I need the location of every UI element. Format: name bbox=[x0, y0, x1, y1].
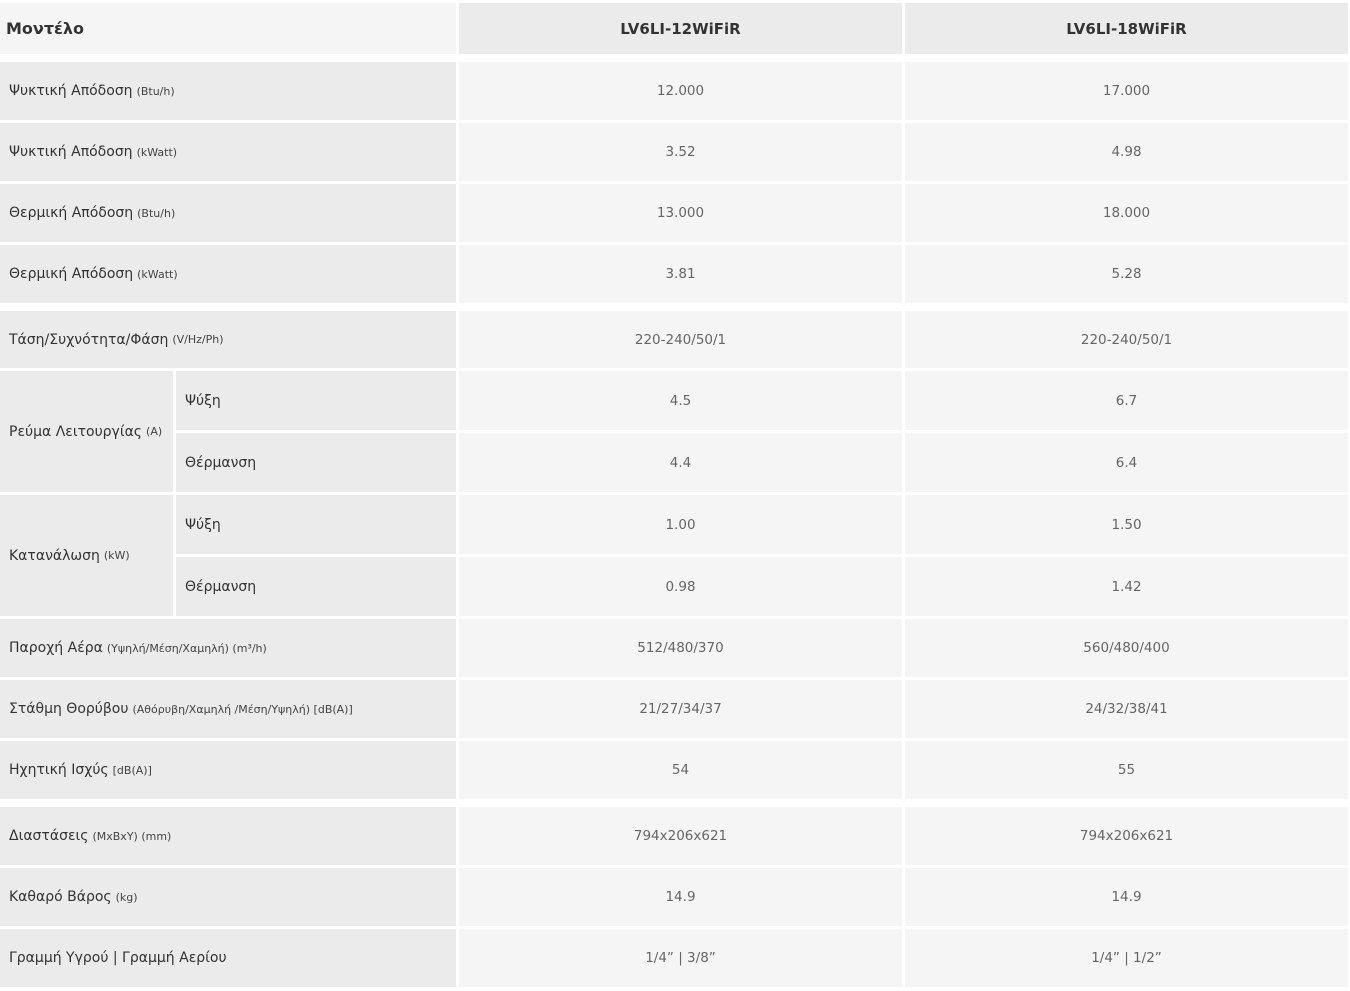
row-label: Γραμμή Υγρού | Γραμμή Αερίου bbox=[0, 929, 456, 987]
sub-row-label: Θέρμανση bbox=[176, 433, 456, 492]
group-label-text: Κατανάλωση bbox=[9, 547, 100, 564]
row-value: 3.52 bbox=[459, 123, 902, 181]
row-label-text: Θερμική Απόδοση bbox=[9, 266, 134, 282]
sub-row: Θέρμανση 0.98 1.42 bbox=[176, 557, 1348, 616]
table-row: Θερμική Απόδοση (kWatt) 3.81 5.28 bbox=[0, 245, 1348, 303]
row-value: 512/480/370 bbox=[459, 619, 902, 677]
row-unit: (Btu/h) bbox=[136, 84, 175, 98]
sub-rows: Ψύξη 1.00 1.50 Θέρμανση 0.98 1.42 bbox=[176, 495, 1348, 616]
row-label: Στάθμη Θορύβου (Αθόρυβη/Χαμηλή /Μέση/Υψηλ… bbox=[0, 680, 456, 738]
row-label: Θερμική Απόδοση (kWatt) bbox=[0, 245, 456, 303]
row-value: 794x206x621 bbox=[459, 807, 902, 865]
table-row: Ψυκτική Απόδοση (Btu/h) 12.000 17.000 bbox=[0, 62, 1348, 120]
row-unit: (ΜxΒxΥ) (mm) bbox=[92, 829, 172, 843]
row-value: 12.000 bbox=[459, 62, 902, 120]
row-label: Ψυκτική Απόδοση (Btu/h) bbox=[0, 62, 456, 120]
row-value: 3.81 bbox=[459, 245, 902, 303]
row-unit: (kWatt) bbox=[137, 267, 178, 281]
row-label-text: Θερμική Απόδοση bbox=[9, 205, 134, 221]
model-header: LV6LI-18WiFiR bbox=[905, 3, 1348, 54]
sub-rows: Ψύξη 4.5 6.7 Θέρμανση 4.4 6.4 bbox=[176, 371, 1348, 492]
row-label: Θερμική Απόδοση (Btu/h) bbox=[0, 184, 456, 242]
row-value: 54 bbox=[459, 741, 902, 799]
group-label: Κατανάλωση (kW) bbox=[0, 495, 173, 616]
table-row: Καθαρό Βάρος (kg) 14.9 14.9 bbox=[0, 868, 1348, 926]
row-value: 1.00 bbox=[459, 495, 902, 554]
row-value: 0.98 bbox=[459, 557, 902, 616]
model-header: LV6LI-12WiFiR bbox=[459, 3, 902, 54]
table-row: Θερμική Απόδοση (Btu/h) 13.000 18.000 bbox=[0, 184, 1348, 242]
sub-row: Ψύξη 4.5 6.7 bbox=[176, 371, 1348, 430]
spec-table: Μοντέλο LV6LI-12WiFiR LV6LI-18WiFiR Ψυκτ… bbox=[0, 3, 1348, 990]
row-value: 6.4 bbox=[905, 433, 1348, 492]
row-label: Καθαρό Βάρος (kg) bbox=[0, 868, 456, 926]
row-unit: (kg) bbox=[115, 890, 138, 904]
row-label-text: Ηχητική Ισχύς bbox=[9, 762, 109, 778]
row-value: 794x206x621 bbox=[905, 807, 1348, 865]
row-value: 24/32/38/41 bbox=[905, 680, 1348, 738]
row-label-text: Διαστάσεις bbox=[9, 828, 89, 844]
sub-row: Θέρμανση 4.4 6.4 bbox=[176, 433, 1348, 492]
row-label-text: Στάθμη Θορύβου bbox=[9, 701, 129, 717]
row-label: Διαστάσεις (ΜxΒxΥ) (mm) bbox=[0, 807, 456, 865]
row-label: Ψυκτική Απόδοση (kWatt) bbox=[0, 123, 456, 181]
row-value: 4.98 bbox=[905, 123, 1348, 181]
row-unit: (Υψηλή/Μέση/Χαμηλή) (m³/h) bbox=[106, 641, 267, 655]
row-value: 13.000 bbox=[459, 184, 902, 242]
group-unit: (kW) bbox=[103, 549, 130, 562]
row-value: 560/480/400 bbox=[905, 619, 1348, 677]
row-value: 1/4” | 3/8” bbox=[459, 929, 902, 987]
row-value: 1.50 bbox=[905, 495, 1348, 554]
sub-row-label: Ψύξη bbox=[176, 371, 456, 430]
group-label: Ρεύμα Λειτουργίας (A) bbox=[0, 371, 173, 492]
table-row: Στάθμη Θορύβου (Αθόρυβη/Χαμηλή /Μέση/Υψηλ… bbox=[0, 680, 1348, 738]
row-value: 4.5 bbox=[459, 371, 902, 430]
table-row: Ηχητική Ισχύς [dB(A)] 54 55 bbox=[0, 741, 1348, 799]
row-value: 55 bbox=[905, 741, 1348, 799]
row-value: 14.9 bbox=[459, 868, 902, 926]
row-value: 1/4” | 1/2” bbox=[905, 929, 1348, 987]
row-value: 18.000 bbox=[905, 184, 1348, 242]
row-value: 14.9 bbox=[905, 868, 1348, 926]
row-label-text: Ψυκτική Απόδοση bbox=[9, 144, 133, 160]
row-value: 220-240/50/1 bbox=[905, 311, 1348, 368]
table-row: Διαστάσεις (ΜxΒxΥ) (mm) 794x206x621 794x206… bbox=[0, 807, 1348, 865]
row-value: 6.7 bbox=[905, 371, 1348, 430]
row-value: 220-240/50/1 bbox=[459, 311, 902, 368]
row-unit: (Btu/h) bbox=[137, 206, 176, 220]
row-value: 1.42 bbox=[905, 557, 1348, 616]
row-unit: (Αθόρυβη/Χαμηλή /Μέση/Υψηλή) [dB(A)] bbox=[132, 702, 353, 716]
row-value: 5.28 bbox=[905, 245, 1348, 303]
row-label-text: Καθαρό Βάρος bbox=[9, 889, 112, 905]
row-label-text: Ψυκτική Απόδοση bbox=[9, 83, 133, 99]
table-row: Παροχή Αέρα (Υψηλή/Μέση/Χαμηλή) (m³/h) 512… bbox=[0, 619, 1348, 677]
row-unit: (V/Hz/Ph) bbox=[172, 333, 224, 346]
row-label: Παροχή Αέρα (Υψηλή/Μέση/Χαμηλή) (m³/h) bbox=[0, 619, 456, 677]
row-unit: [dB(A)] bbox=[112, 763, 152, 777]
row-value: 17.000 bbox=[905, 62, 1348, 120]
table-row: Τάση/Συχνότητα/Φάση (V/Hz/Ph) 220-240/50/1… bbox=[0, 311, 1348, 368]
row-label-text: Παροχή Αέρα bbox=[9, 640, 103, 656]
row-label-text: Γραμμή Υγρού | Γραμμή Αερίου bbox=[9, 950, 227, 966]
table-row: Γραμμή Υγρού | Γραμμή Αερίου 1/4” | 3/8” 1… bbox=[0, 929, 1348, 987]
row-label-text: Τάση/Συχνότητα/Φάση bbox=[9, 331, 169, 348]
group-label-text: Ρεύμα Λειτουργίας bbox=[9, 423, 143, 440]
row-value: 21/27/34/37 bbox=[459, 680, 902, 738]
header-label: Μοντέλο bbox=[0, 3, 456, 54]
sub-row-label: Θέρμανση bbox=[176, 557, 456, 616]
row-group: Ρεύμα Λειτουργίας (A) Ψύξη 4.5 6.7 Θέρμανση 4.… bbox=[0, 371, 1348, 492]
row-group: Κατανάλωση (kW) Ψύξη 1.00 1.50 Θέρμανση 0.98 1.… bbox=[0, 495, 1348, 616]
row-unit: (kWatt) bbox=[136, 145, 178, 159]
group-unit: (A) bbox=[146, 425, 163, 438]
sub-row-label: Ψύξη bbox=[176, 495, 456, 554]
row-label: Ηχητική Ισχύς [dB(A)] bbox=[0, 741, 456, 799]
row-value: 4.4 bbox=[459, 433, 902, 492]
row-label: Τάση/Συχνότητα/Φάση (V/Hz/Ph) bbox=[0, 311, 456, 368]
sub-row: Ψύξη 1.00 1.50 bbox=[176, 495, 1348, 554]
table-header-row: Μοντέλο LV6LI-12WiFiR LV6LI-18WiFiR bbox=[0, 3, 1348, 54]
table-row: Ψυκτική Απόδοση (kWatt) 3.52 4.98 bbox=[0, 123, 1348, 181]
